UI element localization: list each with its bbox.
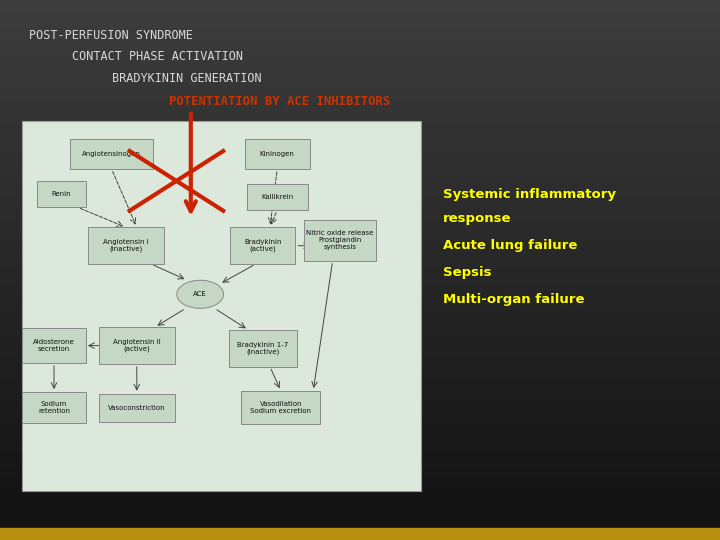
FancyBboxPatch shape <box>71 139 153 168</box>
Text: Vasoconstriction: Vasoconstriction <box>108 404 166 411</box>
FancyBboxPatch shape <box>22 328 86 363</box>
FancyBboxPatch shape <box>304 220 376 260</box>
FancyBboxPatch shape <box>22 392 86 423</box>
Text: POTENTIATION BY ACE INHIBITORS: POTENTIATION BY ACE INHIBITORS <box>169 95 390 108</box>
FancyBboxPatch shape <box>246 184 308 210</box>
Text: BRADYKININ GENERATION: BRADYKININ GENERATION <box>112 72 261 85</box>
Text: Aldosterone
secretion: Aldosterone secretion <box>33 339 75 352</box>
Text: Acute lung failure: Acute lung failure <box>443 239 577 252</box>
Text: Systemic inflammatory: Systemic inflammatory <box>443 188 616 201</box>
Text: Bradykinin
(active): Bradykinin (active) <box>244 239 282 252</box>
Text: Angiotensin I
(inactive): Angiotensin I (inactive) <box>103 239 149 252</box>
FancyBboxPatch shape <box>99 327 174 364</box>
Bar <box>0 528 720 540</box>
Text: response: response <box>443 212 511 225</box>
Text: Renin: Renin <box>51 191 71 198</box>
FancyBboxPatch shape <box>99 394 174 422</box>
Bar <box>22 122 421 491</box>
FancyBboxPatch shape <box>245 139 310 168</box>
Text: Angiotensin II
(active): Angiotensin II (active) <box>113 339 161 352</box>
Ellipse shape <box>177 280 224 308</box>
Text: ACE: ACE <box>193 291 207 298</box>
Text: Angiotensinogen: Angiotensinogen <box>82 151 141 157</box>
FancyBboxPatch shape <box>241 391 320 424</box>
Text: Vasodilation
Sodium excretion: Vasodilation Sodium excretion <box>251 401 311 414</box>
Text: Bradykinin 1-7
(inactive): Bradykinin 1-7 (inactive) <box>237 342 289 355</box>
Text: Kininogen: Kininogen <box>260 151 294 157</box>
Text: Sodium
retention: Sodium retention <box>38 401 70 414</box>
Text: Nitric oxide release
Prostglandin
synthesis: Nitric oxide release Prostglandin synthe… <box>306 230 374 251</box>
Text: POST-PERFUSION SYNDROME: POST-PERFUSION SYNDROME <box>29 29 193 42</box>
FancyBboxPatch shape <box>89 227 163 264</box>
FancyBboxPatch shape <box>230 227 295 264</box>
FancyBboxPatch shape <box>37 181 86 207</box>
Text: Multi-organ failure: Multi-organ failure <box>443 293 585 306</box>
FancyBboxPatch shape <box>229 330 297 367</box>
Text: Sepsis: Sepsis <box>443 266 491 279</box>
Text: CONTACT PHASE ACTIVATION: CONTACT PHASE ACTIVATION <box>72 50 243 63</box>
Text: Kallikrein: Kallikrein <box>261 194 293 200</box>
